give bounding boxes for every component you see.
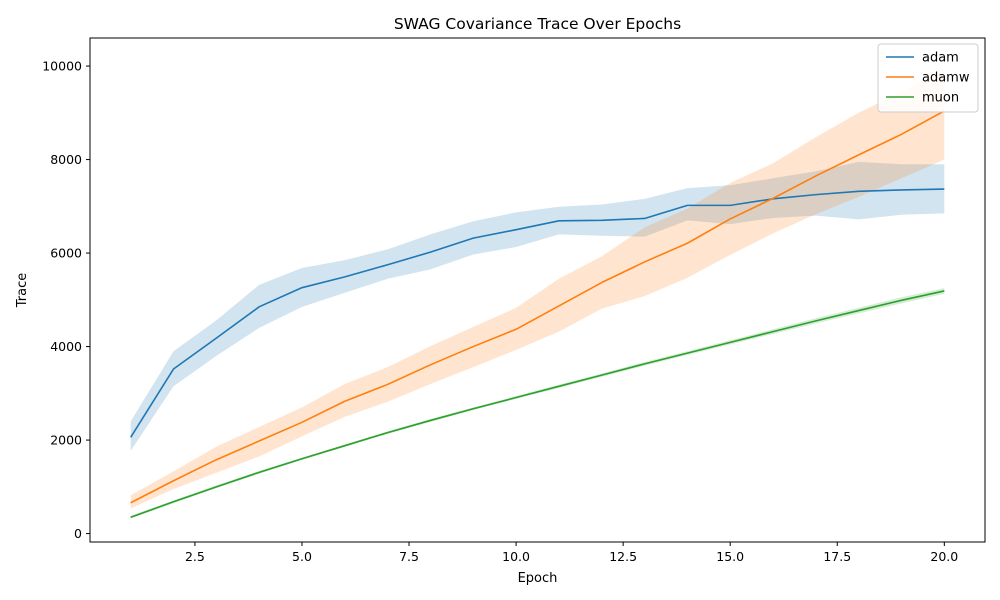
legend-label-adamw: adamw (922, 71, 970, 86)
band-muon (130, 288, 945, 519)
line-adam (130, 188, 945, 438)
y-tick-label: 10000 (42, 59, 82, 74)
y-tick-label: 4000 (50, 339, 82, 354)
x-axis: 2.5 5.0 7.5 10.0 12.5 15.0 17.5 20.0 (185, 542, 958, 564)
legend: adam adamw muon (877, 43, 979, 113)
x-tick-label: 12.5 (609, 549, 637, 564)
series-lines (130, 110, 945, 518)
y-tick-label: 2000 (50, 433, 82, 448)
x-axis-label: Epoch (518, 571, 558, 586)
chart-title: SWAG Covariance Trace Over Epochs (394, 15, 681, 33)
legend-label-muon: muon (922, 91, 959, 106)
x-tick-label: 7.5 (399, 549, 419, 564)
x-tick-label: 10.0 (502, 549, 530, 564)
x-tick-label: 5.0 (292, 549, 312, 564)
plot-frame (89, 37, 986, 543)
legend-label-adam: adam (922, 51, 959, 66)
confidence-bands (130, 70, 945, 519)
line-muon (130, 290, 945, 518)
x-tick-label: 2.5 (185, 549, 205, 564)
y-axis: 0 2000 4000 6000 8000 10000 (42, 59, 90, 541)
line-adamw (130, 110, 945, 504)
y-tick-label: 6000 (50, 246, 82, 261)
y-tick-label: 0 (74, 526, 82, 541)
x-tick-label: 15.0 (716, 549, 744, 564)
x-tick-label: 20.0 (930, 549, 958, 564)
band-adamw (130, 70, 945, 509)
legend-box (877, 43, 979, 113)
y-tick-label: 8000 (50, 152, 82, 167)
x-tick-label: 17.5 (823, 549, 851, 564)
y-axis-label: Trace (15, 273, 30, 309)
